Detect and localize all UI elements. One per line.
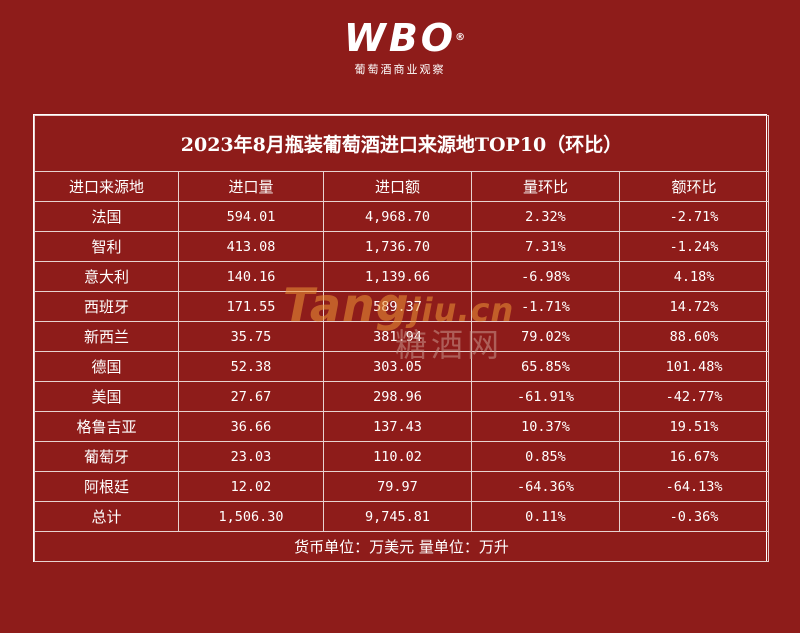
table-row: 法国 594.01 4,968.70 2.32% -2.71% xyxy=(34,201,770,232)
value-cell: 1,736.70 xyxy=(323,231,472,262)
value-cell: 65.85% xyxy=(471,351,620,382)
value-cell: 303.05 xyxy=(323,351,472,382)
country-cell: 阿根廷 xyxy=(34,471,179,502)
country-cell: 美国 xyxy=(34,381,179,412)
country-cell: 意大利 xyxy=(34,261,179,292)
logo-text: WBO xyxy=(343,16,457,60)
value-cell: -64.36% xyxy=(471,471,620,502)
value-cell: 110.02 xyxy=(323,441,472,472)
value-cell: 0.85% xyxy=(471,441,620,472)
value-cell: -0.36% xyxy=(618,501,770,532)
value-cell: 101.48% xyxy=(618,351,770,382)
value-cell: 10.37% xyxy=(471,411,620,442)
value-cell: 23.03 xyxy=(178,441,324,472)
value-cell: 0.11% xyxy=(471,501,620,532)
country-cell: 格鲁吉亚 xyxy=(34,411,179,442)
value-cell: -6.98% xyxy=(471,261,620,292)
value-cell: -2.71% xyxy=(618,201,770,232)
value-cell: 137.43 xyxy=(323,411,472,442)
brand-header: WBO ® 葡萄酒商业观察 xyxy=(0,18,800,77)
table-row: 美国 27.67 298.96 -61.91% -42.77% xyxy=(34,381,770,412)
country-cell: 德国 xyxy=(34,351,179,382)
value-cell: 140.16 xyxy=(178,261,324,292)
value-cell: 52.38 xyxy=(178,351,324,382)
total-row: 总计 1,506.30 9,745.81 0.11% -0.36% xyxy=(34,501,770,532)
table-row: 西班牙 171.55 589.37 -1.71% 14.72% xyxy=(34,291,770,322)
value-cell: 79.02% xyxy=(471,321,620,352)
import-table: 2023年8月瓶装葡萄酒进口来源地TOP10（环比） 进口来源地 进口量 进口额 量环… xyxy=(33,115,770,562)
value-cell: 12.02 xyxy=(178,471,324,502)
logo-subtitle: 葡萄酒商业观察 xyxy=(354,63,446,76)
value-cell: 1,506.30 xyxy=(178,501,324,532)
value-cell: -42.77% xyxy=(618,381,770,412)
value-cell: 1,139.66 xyxy=(323,261,472,292)
import-table-container: 2023年8月瓶装葡萄酒进口来源地TOP10（环比） 进口来源地 进口量 进口额 量环… xyxy=(33,114,770,562)
header-row: 进口来源地 进口量 进口额 量环比 额环比 xyxy=(34,171,770,202)
value-cell: 36.66 xyxy=(178,411,324,442)
value-cell: -64.13% xyxy=(618,471,770,502)
value-cell: -1.71% xyxy=(471,291,620,322)
table-row: 德国 52.38 303.05 65.85% 101.48% xyxy=(34,351,770,382)
table-row: 意大利 140.16 1,139.66 -6.98% 4.18% xyxy=(34,261,770,292)
value-cell: -61.91% xyxy=(471,381,620,412)
value-cell: 9,745.81 xyxy=(323,501,472,532)
value-cell: 589.37 xyxy=(323,291,472,322)
wbo-logo: WBO ® xyxy=(343,16,465,60)
value-cell: 381.94 xyxy=(323,321,472,352)
value-cell: 298.96 xyxy=(323,381,472,412)
value-cell: 16.67% xyxy=(618,441,770,472)
country-cell: 智利 xyxy=(34,231,179,262)
value-cell: 88.60% xyxy=(618,321,770,352)
column-header: 进口来源地 xyxy=(34,171,179,202)
table-row: 阿根廷 12.02 79.97 -64.36% -64.13% xyxy=(34,471,770,502)
value-cell: 2.32% xyxy=(471,201,620,232)
country-cell: 新西兰 xyxy=(34,321,179,352)
table-row: 智利 413.08 1,736.70 7.31% -1.24% xyxy=(34,231,770,262)
table-row: 新西兰 35.75 381.94 79.02% 88.60% xyxy=(34,321,770,352)
column-header: 额环比 xyxy=(618,171,770,202)
table-row: 葡萄牙 23.03 110.02 0.85% 16.67% xyxy=(34,441,770,472)
value-cell: 35.75 xyxy=(178,321,324,352)
table-row: 格鲁吉亚 36.66 137.43 10.37% 19.51% xyxy=(34,411,770,442)
value-cell: 413.08 xyxy=(178,231,324,262)
registered-mark: ® xyxy=(455,32,469,43)
value-cell: 27.67 xyxy=(178,381,324,412)
value-cell: 7.31% xyxy=(471,231,620,262)
table-title: 2023年8月瓶装葡萄酒进口来源地TOP10（环比） xyxy=(33,115,770,172)
column-header: 量环比 xyxy=(471,171,620,202)
column-header: 进口量 xyxy=(178,171,324,202)
country-cell: 西班牙 xyxy=(34,291,179,322)
value-cell: 79.97 xyxy=(323,471,472,502)
value-cell: 594.01 xyxy=(178,201,324,232)
country-cell: 葡萄牙 xyxy=(34,441,179,472)
value-cell: 4.18% xyxy=(618,261,770,292)
value-cell: 4,968.70 xyxy=(323,201,472,232)
units-note: 货币单位：万美元 量单位：万升 xyxy=(33,531,770,562)
value-cell: -1.24% xyxy=(618,231,770,262)
value-cell: 19.51% xyxy=(618,411,770,442)
value-cell: 171.55 xyxy=(178,291,324,322)
country-cell: 总计 xyxy=(34,501,179,532)
country-cell: 法国 xyxy=(34,201,179,232)
value-cell: 14.72% xyxy=(618,291,770,322)
column-header: 进口额 xyxy=(323,171,472,202)
